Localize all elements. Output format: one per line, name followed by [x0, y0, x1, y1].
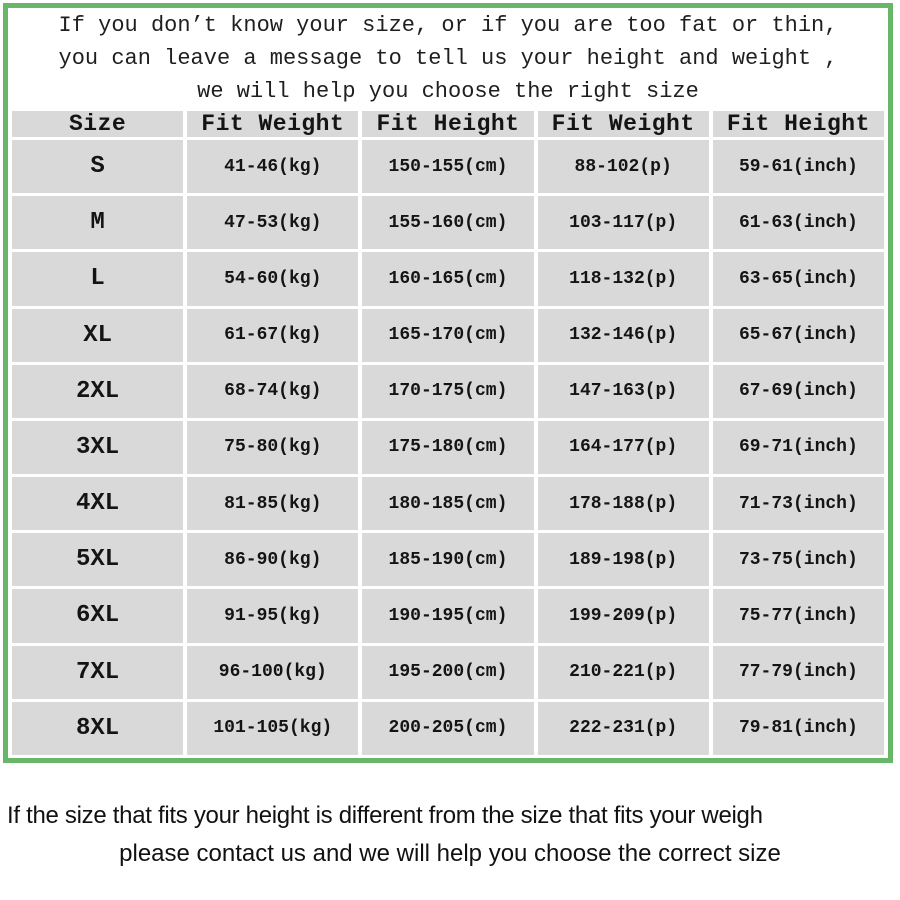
- value-cell: 147-163(p): [537, 364, 709, 418]
- value-cell: 185-190(cm): [362, 533, 534, 587]
- value-cell: 160-165(cm): [362, 252, 534, 306]
- value-cell: 164-177(p): [537, 420, 709, 475]
- value-cell: 178-188(p): [537, 477, 709, 531]
- value-cell: 71-73(inch): [712, 477, 884, 531]
- value-cell: 81-85(kg): [187, 477, 359, 531]
- value-cell: 103-117(p): [537, 196, 709, 250]
- value-cell: 170-175(cm): [362, 364, 534, 418]
- value-cell: 69-71(inch): [712, 420, 884, 475]
- value-cell: 195-200(cm): [362, 645, 534, 699]
- size-table-header: Size Fit Weight Fit Height Fit Weight Fit He…: [12, 111, 884, 137]
- value-cell: 199-209(p): [537, 589, 709, 643]
- value-cell: 61-63(inch): [712, 196, 884, 250]
- value-cell: 63-65(inch): [712, 252, 884, 306]
- value-cell: 73-75(inch): [712, 533, 884, 587]
- table-row: 7XL 96-100(kg) 195-200(cm) 210-221(p) 77-79(…: [12, 645, 884, 699]
- table-row: 4XL 81-85(kg) 180-185(cm) 178-188(p) 71-73(i…: [12, 477, 884, 531]
- table-row: XL 61-67(kg) 165-170(cm) 132-146(p) 65-67(in…: [12, 308, 884, 362]
- table-row: 3XL 75-80(kg) 175-180(cm) 164-177(p) 69-71(i…: [12, 420, 884, 475]
- value-cell: 165-170(cm): [362, 308, 534, 362]
- table-row: 6XL 91-95(kg) 190-195(cm) 199-209(p) 75-77(i…: [12, 589, 884, 643]
- value-cell: 189-198(p): [537, 533, 709, 587]
- size-chart-panel: If you don’t know your size, or if you a…: [3, 3, 893, 763]
- size-label-cell: XL: [12, 308, 184, 362]
- header-row: Size Fit Weight Fit Height Fit Weight Fit He…: [12, 111, 884, 137]
- value-cell: 86-90(kg): [187, 533, 359, 587]
- column-header-2: Fit Height: [362, 111, 534, 137]
- value-cell: 101-105(kg): [187, 701, 359, 755]
- size-label-cell: 4XL: [12, 477, 184, 531]
- value-cell: 54-60(kg): [187, 252, 359, 306]
- footer-note-line-2: please contact us and we will help you c…: [119, 840, 781, 867]
- table-row: 8XL 101-105(kg) 200-205(cm) 222-231(p) 79-81…: [12, 701, 884, 755]
- footer-note: If the size that fits your height is dif…: [0, 797, 900, 873]
- size-label-cell: 8XL: [12, 701, 184, 755]
- column-header-4: Fit Height: [712, 111, 884, 137]
- value-cell: 190-195(cm): [362, 589, 534, 643]
- intro-text: If you don’t know your size, or if you a…: [8, 8, 888, 108]
- value-cell: 132-146(p): [537, 308, 709, 362]
- intro-line-3: we will help you choose the right size: [197, 78, 699, 104]
- size-table-body: S 41-46(kg) 150-155(cm) 88-102(p) 59-61(inch…: [12, 140, 884, 755]
- value-cell: 68-74(kg): [187, 364, 359, 418]
- table-row: L 54-60(kg) 160-165(cm) 118-132(p) 63-65(inc…: [12, 252, 884, 306]
- table-row: M 47-53(kg) 155-160(cm) 103-117(p) 61-63(inc…: [12, 196, 884, 250]
- size-label-cell: 7XL: [12, 645, 184, 699]
- value-cell: 96-100(kg): [187, 645, 359, 699]
- column-header-1: Fit Weight: [187, 111, 359, 137]
- value-cell: 61-67(kg): [187, 308, 359, 362]
- value-cell: 88-102(p): [537, 140, 709, 194]
- value-cell: 75-80(kg): [187, 420, 359, 475]
- value-cell: 47-53(kg): [187, 196, 359, 250]
- value-cell: 150-155(cm): [362, 140, 534, 194]
- column-header-3: Fit Weight: [537, 111, 709, 137]
- table-row: 2XL 68-74(kg) 170-175(cm) 147-163(p) 67-69(i…: [12, 364, 884, 418]
- value-cell: 75-77(inch): [712, 589, 884, 643]
- value-cell: 118-132(p): [537, 252, 709, 306]
- value-cell: 91-95(kg): [187, 589, 359, 643]
- size-table: Size Fit Weight Fit Height Fit Weight Fit He…: [8, 108, 888, 758]
- value-cell: 67-69(inch): [712, 364, 884, 418]
- table-row: S 41-46(kg) 150-155(cm) 88-102(p) 59-61(inch…: [12, 140, 884, 194]
- size-label-cell: 2XL: [12, 364, 184, 418]
- value-cell: 180-185(cm): [362, 477, 534, 531]
- size-label-cell: S: [12, 140, 184, 194]
- value-cell: 59-61(inch): [712, 140, 884, 194]
- size-label-cell: 3XL: [12, 420, 184, 475]
- value-cell: 41-46(kg): [187, 140, 359, 194]
- value-cell: 77-79(inch): [712, 645, 884, 699]
- value-cell: 222-231(p): [537, 701, 709, 755]
- size-label-cell: 5XL: [12, 533, 184, 587]
- value-cell: 210-221(p): [537, 645, 709, 699]
- size-label-cell: 6XL: [12, 589, 184, 643]
- intro-line-1: If you don’t know your size, or if you a…: [58, 12, 838, 38]
- value-cell: 175-180(cm): [362, 420, 534, 475]
- value-cell: 79-81(inch): [712, 701, 884, 755]
- intro-line-2: you can leave a message to tell us your …: [58, 45, 838, 71]
- footer-note-line-1: If the size that fits your height is dif…: [7, 802, 763, 829]
- column-header-size: Size: [12, 111, 184, 137]
- table-row: 5XL 86-90(kg) 185-190(cm) 189-198(p) 73-75(i…: [12, 533, 884, 587]
- value-cell: 155-160(cm): [362, 196, 534, 250]
- size-label-cell: M: [12, 196, 184, 250]
- size-label-cell: L: [12, 252, 184, 306]
- value-cell: 65-67(inch): [712, 308, 884, 362]
- value-cell: 200-205(cm): [362, 701, 534, 755]
